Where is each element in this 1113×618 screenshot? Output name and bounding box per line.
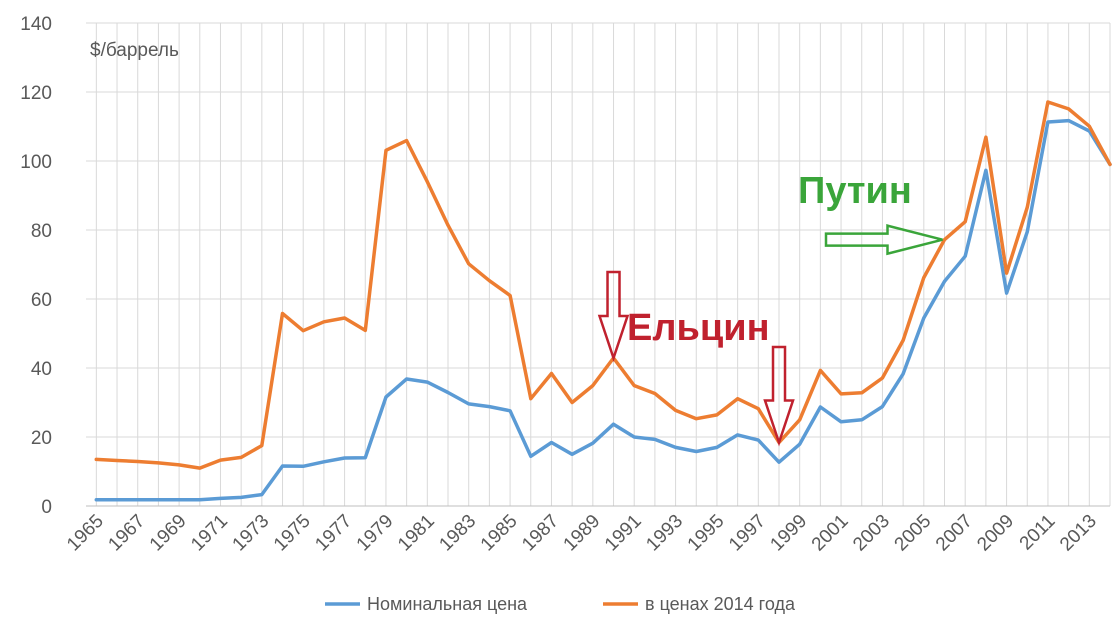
x-tick-label: 1969	[146, 511, 191, 556]
x-tick-label: 1971	[187, 511, 232, 556]
y-tick-label: 60	[31, 290, 52, 311]
down-arrow-1998-icon	[763, 345, 795, 447]
y-tick-label: 80	[31, 221, 52, 242]
x-tick-label: 1979	[353, 511, 398, 556]
x-tick-label: 2013	[1056, 511, 1101, 556]
legend: Номинальная цена в ценах 2014 года	[325, 594, 796, 614]
x-tick-label: 1985	[477, 511, 522, 556]
x-tick-label: 1981	[394, 511, 439, 556]
y-tick-label: 140	[20, 14, 52, 35]
x-tick-label: 2003	[849, 511, 894, 556]
x-tick-label: 1991	[601, 511, 646, 556]
putin-label: Путин	[798, 170, 912, 212]
series-lines	[94, 100, 1112, 502]
y-tick-label: 120	[20, 83, 52, 104]
yeltsin-annotation: Ельцин	[597, 270, 795, 447]
x-tick-label: 2001	[808, 511, 853, 556]
x-tick-label: 1995	[684, 511, 729, 556]
x-tick-label: 2009	[973, 511, 1018, 556]
y-tick-label: 40	[31, 359, 52, 380]
x-tick-label: 1975	[270, 511, 315, 556]
legend-label-real: в ценах 2014 года	[645, 594, 796, 614]
gridlines	[86, 22, 1111, 507]
x-tick-label: 1977	[311, 511, 356, 556]
x-tick-label: 2005	[891, 511, 936, 556]
series-line-nominal	[94, 118, 1112, 502]
x-tick-label: 1989	[560, 511, 605, 556]
y-tick-label: 100	[20, 152, 52, 173]
y-axis-ticks: 0 20 40 60 80 100 120 140	[20, 14, 52, 518]
x-tick-label: 1987	[518, 511, 563, 556]
x-tick-label: 1999	[766, 511, 811, 556]
unit-label: $/баррель	[90, 40, 179, 61]
putin-annotation: Путин	[798, 170, 943, 256]
x-tick-label: 1983	[435, 511, 480, 556]
x-tick-label: 2007	[932, 511, 977, 556]
x-tick-label: 2011	[1016, 511, 1060, 555]
y-tick-label: 0	[41, 497, 52, 518]
x-tick-label: 1967	[105, 511, 150, 556]
x-tick-label: 1997	[725, 511, 770, 556]
x-axis-ticks: 1965196719691971197319751977197919811983…	[63, 511, 1101, 556]
series-line-real	[94, 100, 1112, 470]
x-tick-label: 1973	[229, 511, 274, 556]
legend-label-nominal: Номинальная цена	[367, 594, 528, 614]
down-arrow-1990-icon	[597, 270, 630, 362]
y-tick-label: 20	[31, 428, 52, 449]
right-arrow-icon	[824, 224, 943, 256]
x-tick-label: 1993	[642, 511, 687, 556]
yeltsin-label: Ельцин	[627, 307, 770, 349]
x-tick-label: 1965	[63, 511, 108, 556]
